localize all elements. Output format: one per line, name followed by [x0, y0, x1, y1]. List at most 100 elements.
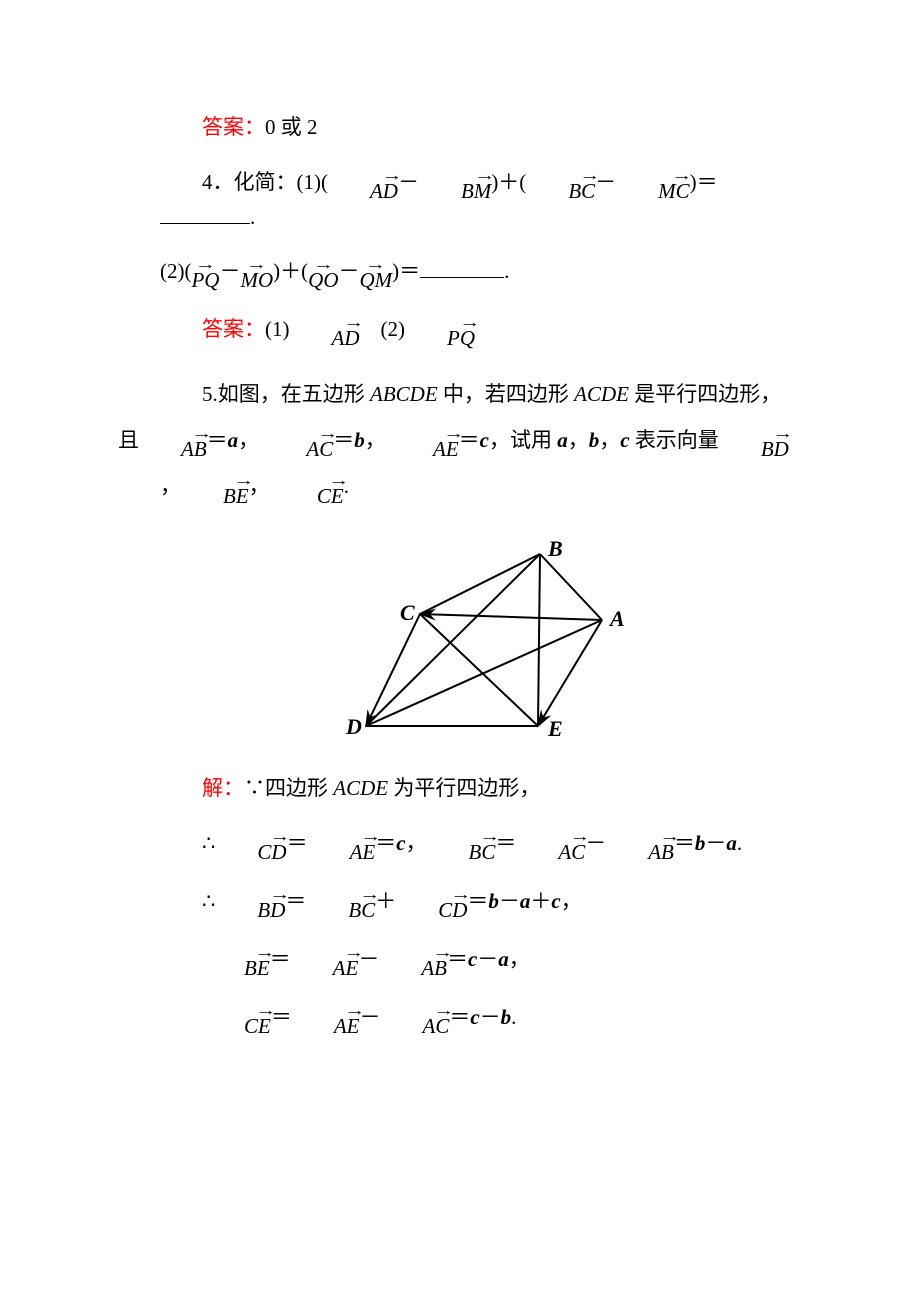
- var-a: a: [520, 888, 531, 912]
- var-c: c: [480, 428, 489, 452]
- diagram-svg: B C A D E: [330, 540, 630, 740]
- minus: －: [339, 259, 360, 283]
- var-b: b: [589, 428, 600, 452]
- var-c: c: [470, 1004, 479, 1028]
- minus: －: [499, 888, 520, 912]
- vec-qo: →QO: [308, 255, 338, 291]
- blank-1: [160, 202, 250, 224]
- vec-cd: →CD: [215, 827, 286, 863]
- period: .: [250, 205, 255, 229]
- answer-label: 答案：: [202, 115, 265, 139]
- minus: －: [219, 259, 240, 283]
- quad-name: ACDE: [333, 776, 388, 800]
- var-a: a: [557, 428, 568, 452]
- comma: ，: [599, 428, 620, 452]
- var-b: b: [695, 830, 706, 854]
- problem-5: 5.如图，在五边形 ABCDE 中，若四边形 ACDE 是平行四边形， 且→AB…: [160, 371, 800, 510]
- vec-pq: →PQ: [191, 255, 219, 291]
- var-b: b: [501, 1004, 512, 1028]
- solution-line3: ∴→BD＝→BC＋→CD＝b－a＋c，: [160, 885, 800, 921]
- text: )＝: [392, 259, 420, 283]
- text: (2): [360, 317, 406, 341]
- vec-bd: →BD: [719, 424, 789, 460]
- vec-bc: →BC: [306, 885, 375, 921]
- vec-ae: →AE: [291, 943, 359, 979]
- text: (2)(: [160, 259, 191, 283]
- solution-line4: →BE＝→AE－→AB＝c－a，: [160, 943, 800, 979]
- answer-3-value: 0 或 2: [265, 115, 318, 139]
- text: 表示向量: [630, 428, 719, 452]
- text: ，试用: [489, 428, 557, 452]
- vec-ac: →AC: [381, 1001, 450, 1037]
- vec-be: →BE: [181, 471, 249, 507]
- vec-be: →BE: [202, 943, 270, 979]
- svg-text:C: C: [400, 600, 415, 625]
- vec-ce: →CE: [275, 471, 344, 507]
- text: 为平行四边形，: [388, 776, 540, 800]
- vec-ce: →CE: [202, 1001, 271, 1037]
- vec-bd: →BD: [215, 885, 285, 921]
- var-a: a: [498, 946, 509, 970]
- svg-text:E: E: [547, 716, 563, 740]
- vec-ab: →AB: [606, 827, 674, 863]
- text: 中，若四边形: [438, 382, 575, 406]
- svg-text:B: B: [547, 540, 563, 561]
- vec-bc: →BC: [427, 827, 496, 863]
- blank-2: [420, 256, 504, 278]
- comma: ，: [238, 428, 259, 452]
- var-c: c: [396, 830, 405, 854]
- solution-line5: →CE＝→AE－→AC＝c－b.: [160, 1001, 800, 1037]
- comma: ，: [509, 946, 530, 970]
- text: )＝: [690, 169, 718, 193]
- var-b: b: [354, 428, 365, 452]
- comma: ，: [568, 428, 589, 452]
- pentagon-name: ABCDE: [370, 382, 438, 406]
- text: ∵四边形: [244, 776, 333, 800]
- vec-ad: →AD: [328, 166, 398, 202]
- vec-bm: →BM: [419, 166, 491, 202]
- svg-text:A: A: [608, 606, 625, 631]
- minus: －: [480, 1004, 501, 1028]
- text: )＋(: [273, 259, 308, 283]
- text: 是平行四边形，: [629, 382, 781, 406]
- minus: －: [705, 830, 726, 854]
- plus: ＋: [530, 888, 551, 912]
- vec-mo: →MO: [240, 255, 273, 291]
- vec-ac: →AC: [264, 424, 333, 460]
- answer-4: 答案：(1)→AD (2)→PQ: [160, 313, 800, 349]
- comma: ，: [561, 888, 582, 912]
- solution-label: 解：: [202, 776, 244, 800]
- vec-ac: →AC: [516, 827, 585, 863]
- vec-qm: →QM: [360, 255, 393, 291]
- vec-ad: →AD: [290, 313, 360, 349]
- vec-bc: →BC: [526, 166, 595, 202]
- problem-4-line2: (2)(→PQ－→MO)＋(→QO－→QM)＝.: [160, 255, 800, 291]
- quad-name: ACDE: [574, 382, 629, 406]
- svg-text:D: D: [345, 714, 362, 739]
- solution-line1: 解：∵四边形 ACDE 为平行四边形，: [160, 773, 800, 805]
- var-c: c: [468, 946, 477, 970]
- vec-pq: →PQ: [405, 313, 475, 349]
- minus: －: [477, 946, 498, 970]
- var-a: a: [228, 428, 239, 452]
- period: .: [504, 259, 509, 283]
- period: .: [511, 1004, 516, 1028]
- vec-cd: →CD: [396, 885, 467, 921]
- line2-start: 且→AB＝a， →AC＝b， →AE＝c，试用 a，b，c 表示向量→BD，→B…: [118, 428, 789, 498]
- pentagon-diagram: B C A D E: [160, 540, 800, 750]
- text: 4．化简：(1)(: [202, 169, 328, 193]
- vec-ae: →AE: [308, 827, 376, 863]
- vec-ab: →AB: [139, 424, 207, 460]
- var-c: c: [620, 428, 629, 452]
- text: 5.如图，在五边形: [202, 382, 370, 406]
- answer-label: 答案：: [202, 317, 265, 341]
- comma: ，: [365, 428, 386, 452]
- var-b: b: [488, 888, 499, 912]
- var-a: a: [726, 830, 737, 854]
- answer-3: 答案：0 或 2: [160, 112, 800, 144]
- solution-line2: ∴→CD＝→AE＝c，→BC＝→AC－→AB＝b－a.: [160, 827, 800, 863]
- vec-mc: →MC: [616, 166, 690, 202]
- vec-ae: →AE: [292, 1001, 360, 1037]
- problem-4-line1: 4．化简：(1)(→AD－→BM)＋(→BC－→MC)＝.: [160, 166, 800, 234]
- period: .: [737, 830, 742, 854]
